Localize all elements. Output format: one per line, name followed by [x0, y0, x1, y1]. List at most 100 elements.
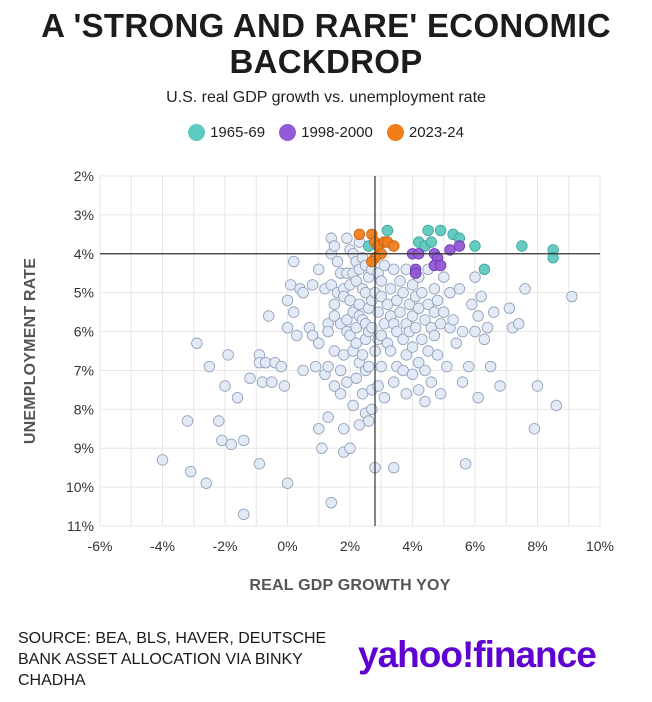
point-other-periods	[463, 360, 475, 373]
point-other-periods	[513, 318, 525, 330]
legend-swatch-2023-24	[386, 124, 404, 141]
point-other-periods	[306, 279, 319, 291]
point-other-periods	[328, 310, 341, 322]
point-other-periods	[384, 345, 397, 357]
point-other-periods	[203, 360, 216, 373]
point-other-periods	[356, 349, 369, 361]
legend-label-1965-69: 1965-69	[210, 124, 266, 141]
point-1965-69	[478, 263, 491, 276]
reference-lines	[100, 176, 600, 526]
point-other-periods	[344, 329, 356, 342]
point-other-periods	[406, 341, 419, 353]
point-other-periods	[413, 384, 425, 396]
y-tick-label: 3%	[74, 207, 94, 223]
point-other-periods	[281, 477, 294, 489]
point-other-periods	[419, 395, 431, 408]
point-2023-24	[353, 228, 366, 241]
point-other-periods	[309, 360, 322, 373]
point-other-periods	[322, 360, 334, 373]
y-axis-label: UNEMPLOYMENT RATE	[22, 257, 39, 445]
point-other-periods	[281, 294, 294, 307]
point-other-periods	[338, 423, 350, 435]
point-other-periods	[388, 461, 400, 474]
x-tick-label: -6%	[88, 538, 113, 554]
y-tick-label: 8%	[74, 401, 94, 417]
point-other-periods	[428, 329, 441, 342]
point-other-periods	[388, 376, 400, 388]
point-other-periods	[394, 306, 406, 318]
point-other-periods	[397, 286, 409, 299]
point-1998-2000	[453, 240, 466, 252]
point-other-periods	[453, 283, 466, 295]
point-1965-69	[547, 251, 559, 264]
point-other-periods	[181, 415, 194, 427]
point-other-periods	[156, 454, 169, 466]
y-axis-ticks: 2% 3% 4% 5% 6% 7% 8% 9% 10% 11%	[66, 168, 94, 534]
point-other-periods	[288, 306, 300, 318]
point-1998-2000	[434, 259, 447, 272]
point-other-periods	[519, 283, 531, 295]
point-other-periods	[459, 458, 472, 470]
point-other-periods	[531, 380, 544, 392]
point-other-periods	[325, 279, 337, 291]
point-1965-69	[422, 224, 434, 237]
point-other-periods	[503, 302, 516, 314]
point-other-periods	[456, 376, 469, 388]
point-other-periods	[344, 442, 356, 454]
legend-swatch-1965-69	[188, 124, 206, 141]
point-other-periods	[469, 271, 481, 283]
point-other-periods	[488, 306, 500, 318]
point-other-periods	[419, 314, 431, 326]
chart-subtitle: U.S. real GDP growth vs. unemployment ra…	[166, 89, 486, 106]
x-tick-label: -4%	[150, 538, 175, 554]
point-other-periods	[313, 423, 325, 435]
point-other-periods	[528, 423, 541, 435]
point-other-periods	[419, 364, 431, 377]
yahoo-finance-logo: yahoo!finance	[358, 634, 597, 675]
point-1965-69	[469, 240, 481, 252]
point-other-periods	[406, 279, 419, 291]
x-axis-label: REAL GDP GROWTH YOY	[249, 577, 451, 594]
point-other-periods	[375, 275, 387, 287]
point-other-periods	[347, 399, 359, 412]
point-1965-69	[425, 236, 437, 248]
point-other-periods	[391, 325, 403, 338]
point-other-periods	[238, 508, 250, 521]
point-1965-69	[434, 224, 447, 237]
point-other-periods	[472, 391, 484, 404]
x-tick-label: 8%	[527, 538, 547, 554]
point-other-periods	[363, 415, 375, 427]
point-other-periods	[313, 263, 325, 276]
point-other-periods	[200, 477, 212, 489]
point-1998-2000	[409, 267, 422, 279]
point-other-periods	[316, 442, 328, 454]
point-other-periods	[313, 337, 325, 349]
legend-label-2023-24: 2023-24	[408, 124, 464, 141]
point-other-periods	[266, 376, 278, 388]
point-other-periods	[494, 380, 506, 392]
point-other-periods	[275, 360, 287, 373]
point-other-periods	[322, 325, 334, 338]
legend-label-1998-2000: 1998-2000	[301, 124, 373, 141]
x-tick-label: 10%	[586, 538, 614, 554]
point-other-periods	[334, 388, 347, 400]
point-other-periods	[191, 337, 203, 349]
x-tick-label: 6%	[465, 538, 485, 554]
point-other-periods	[428, 283, 441, 295]
legend-swatch-1998-2000	[279, 124, 297, 141]
point-other-periods	[238, 434, 250, 447]
point-other-periods	[291, 329, 303, 342]
point-other-periods	[350, 275, 362, 287]
point-other-periods	[434, 388, 447, 400]
point-other-periods	[322, 411, 334, 423]
point-other-periods	[438, 271, 450, 283]
source-note: SOURCE: BEA, BLS, HAVER, DEUTSCHE BANK A…	[18, 630, 327, 689]
point-other-periods	[325, 496, 337, 509]
point-other-periods	[334, 364, 347, 377]
point-other-periods	[222, 349, 234, 361]
point-other-periods	[431, 294, 444, 307]
point-other-periods	[341, 232, 353, 244]
point-1965-69	[516, 240, 528, 252]
point-other-periods	[384, 283, 397, 295]
